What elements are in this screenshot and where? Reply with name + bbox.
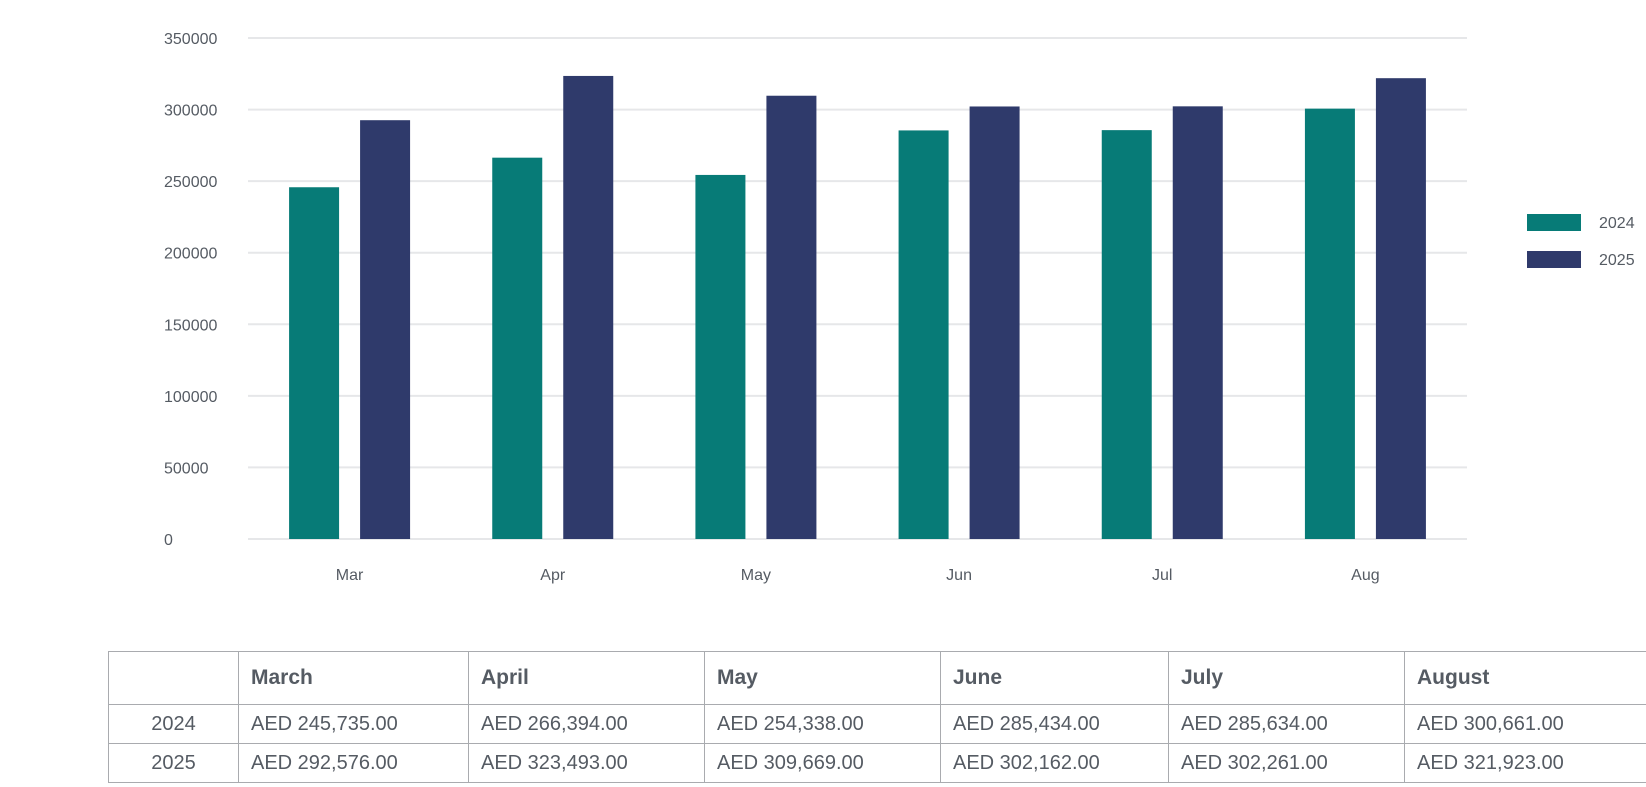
y-tick-label: 250000 (164, 174, 217, 191)
x-tick-label: Jul (1152, 567, 1172, 584)
y-tick-label: 350000 (164, 31, 217, 48)
table-row-label: 2024 (108, 704, 239, 744)
bars (289, 75, 1426, 540)
y-tick-label: 200000 (164, 246, 217, 263)
table-header-row: March April May June July August (108, 651, 1646, 705)
legend-label-2024: 2024 (1599, 215, 1635, 232)
legend-swatch-2024 (1527, 214, 1581, 231)
bar-2024-jun (898, 130, 949, 539)
table-header-cell: August (1404, 651, 1646, 705)
table-cell: AED 285,434.00 (940, 704, 1169, 744)
table-header-cell: March (238, 651, 469, 705)
y-tick-label: 150000 (164, 317, 217, 334)
table-cell: AED 266,394.00 (468, 704, 705, 744)
x-tick-label: Mar (336, 567, 364, 584)
legend-swatch-2025 (1527, 251, 1581, 268)
bar-2025-jul (1172, 106, 1223, 540)
bar-2024-mar (289, 187, 340, 539)
x-axis-tick-labels: Mar Apr May Jun Jul Aug (336, 567, 1380, 584)
y-tick-label: 300000 (164, 103, 217, 120)
bar-2024-aug (1304, 108, 1355, 540)
table-cell: AED 302,162.00 (940, 743, 1169, 783)
table-header-cell: May (704, 651, 941, 705)
x-tick-label: May (741, 567, 771, 584)
table-header-corner (108, 651, 239, 705)
y-tick-label: 50000 (164, 460, 209, 477)
table-cell: AED 292,576.00 (238, 743, 469, 783)
table-row: 2024 AED 245,735.00 AED 266,394.00 AED 2… (108, 704, 1646, 744)
x-tick-label: Jun (946, 567, 972, 584)
bar-2025-aug (1375, 78, 1426, 540)
grid-lines (248, 37, 1467, 540)
bar-2025-apr (563, 75, 614, 540)
table-row: 2025 AED 292,576.00 AED 323,493.00 AED 3… (108, 743, 1646, 783)
table-cell: AED 302,261.00 (1168, 743, 1405, 783)
table-header-cell: April (468, 651, 705, 705)
table-cell: AED 323,493.00 (468, 743, 705, 783)
bar-2024-jul (1101, 130, 1152, 540)
legend: 2024 2025 (1527, 214, 1635, 269)
x-tick-label: Aug (1351, 567, 1379, 584)
bar-2024-may (695, 174, 746, 539)
table-header-cell: June (940, 651, 1169, 705)
bar-2024-apr (492, 157, 543, 539)
table-header-cell: July (1168, 651, 1405, 705)
table-cell: AED 321,923.00 (1404, 743, 1646, 783)
table-row-label: 2025 (108, 743, 239, 783)
legend-label-2025: 2025 (1599, 252, 1635, 269)
x-tick-label: Apr (540, 567, 566, 584)
table-cell: AED 285,634.00 (1168, 704, 1405, 744)
bar-chart: 0 50000 100000 150000 200000 250000 300000 3500… (164, 31, 1635, 584)
table-cell: AED 300,661.00 (1404, 704, 1646, 744)
table-cell: AED 309,669.00 (704, 743, 941, 783)
y-axis-tick-labels: 0 50000 100000 150000 200000 250000 300000 3500… (164, 31, 217, 549)
table-cell: AED 254,338.00 (704, 704, 941, 744)
y-tick-label: 0 (164, 532, 173, 549)
data-table: March April May June July August 2024 AE… (108, 651, 1646, 783)
table-cell: AED 245,735.00 (238, 704, 469, 744)
y-tick-label: 100000 (164, 389, 217, 406)
bar-2025-may (766, 95, 817, 539)
bar-2025-jun (969, 106, 1020, 539)
bar-2025-mar (360, 120, 411, 539)
